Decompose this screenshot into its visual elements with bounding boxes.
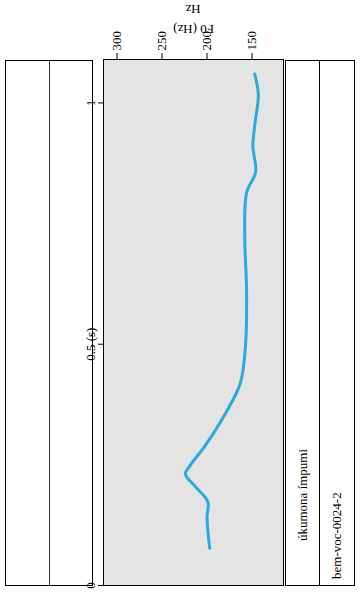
svg-text:1: 1 (83, 100, 98, 107)
svg-text:250: 250 (154, 31, 169, 51)
svg-text:200: 200 (199, 31, 215, 51)
html-text:Hz: Hz (185, 2, 201, 17)
svg-text:150: 150 (244, 31, 259, 51)
svg-text:F0 (Hz): F0 (Hz) (173, 22, 214, 37)
html-text:bem-voc-0024-2: bem-voc-0024-2 (329, 492, 344, 579)
svg-text:0: 0 (83, 582, 98, 589)
html-text:úkumona ímpumi: úkumona ímpumi (294, 448, 310, 541)
svg-text:0.5 (s): 0.5 (s) (83, 328, 98, 361)
svg-text:300: 300 (109, 31, 124, 51)
